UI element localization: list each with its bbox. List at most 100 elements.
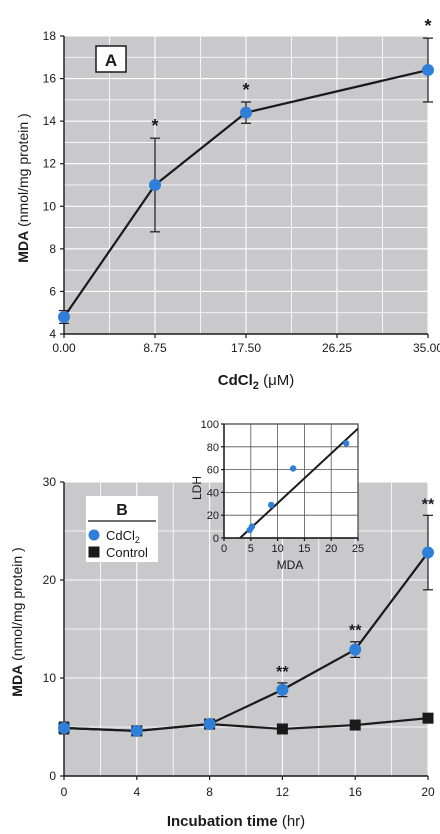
y-tick-label: 40 bbox=[207, 487, 219, 499]
x-tick-label: 0 bbox=[221, 543, 227, 555]
data-point-circle bbox=[422, 546, 434, 559]
x-tick-label: 0.00 bbox=[52, 341, 76, 355]
x-tick-label: 8 bbox=[206, 785, 213, 799]
scatter-marks bbox=[239, 427, 359, 539]
data-point-circle bbox=[422, 64, 434, 77]
y-tick-label: 0 bbox=[49, 769, 56, 783]
legend-entry-cdcl2-main: CdCl bbox=[106, 528, 135, 543]
significance-marker: ** bbox=[276, 664, 289, 681]
inset-y-axis-label: LDH bbox=[190, 476, 204, 500]
y-tick-label: 100 bbox=[201, 419, 219, 431]
series-line bbox=[63, 551, 429, 733]
x-axis-label-unit: (hr) bbox=[278, 813, 306, 830]
x-tick-label: 26.25 bbox=[322, 341, 352, 355]
series-line bbox=[63, 68, 429, 318]
x-tick-label: 12 bbox=[276, 785, 290, 799]
x-axis-label-main: CdCl bbox=[218, 372, 253, 389]
data-point-square bbox=[422, 712, 434, 724]
y-tick-label: 12 bbox=[43, 157, 57, 171]
legend: B CdCl2 Control bbox=[86, 496, 158, 562]
scatter-point bbox=[343, 440, 350, 447]
panel-label-box: A bbox=[95, 45, 127, 73]
legend-square-marker bbox=[88, 546, 100, 558]
y-tick-label: 0 bbox=[213, 533, 219, 545]
x-tick-label: 0 bbox=[61, 785, 68, 799]
legend-circle-marker bbox=[88, 529, 100, 541]
series-marks: ** ** ** bbox=[58, 496, 435, 737]
y-tick-label: 8 bbox=[49, 242, 56, 256]
y-tick-labels: 4 6 8 10 12 14 16 18 bbox=[43, 29, 57, 341]
y-tick-label: 60 bbox=[207, 465, 219, 477]
legend-entry-cdcl2: CdCl2 bbox=[106, 528, 140, 545]
x-tick-label: 17.50 bbox=[231, 341, 261, 355]
x-tick-label: 20 bbox=[325, 543, 337, 555]
x-axis-label: Incubation time (hr) bbox=[167, 813, 305, 830]
inset-x-axis-label: MDA bbox=[277, 558, 304, 572]
x-tick-label: 20 bbox=[421, 785, 435, 799]
data-point-square bbox=[349, 719, 361, 731]
data-point-circle bbox=[58, 310, 70, 323]
y-tick-label: 18 bbox=[43, 29, 57, 43]
y-axis-label-unit: (nmol/mg protein ) bbox=[9, 547, 25, 664]
y-tick-label: 80 bbox=[207, 442, 219, 454]
x-tick-labels: 0.00 8.75 17.50 26.25 35.00 bbox=[52, 341, 440, 355]
inset-chart: 0 20 40 60 80 100 0 5 10 15 20 25 LDH MDA bbox=[190, 419, 364, 572]
y-tick-label: 14 bbox=[43, 114, 57, 128]
data-point-circle bbox=[240, 106, 252, 119]
x-tick-label: 25 bbox=[352, 543, 364, 555]
y-tick-label: 20 bbox=[207, 510, 219, 522]
y-axis-label-main: MDA bbox=[15, 231, 31, 263]
y-tick-label: 6 bbox=[49, 284, 56, 298]
y-axis-label: MDA (nmol/mg protein ) bbox=[9, 547, 25, 696]
data-point-circle bbox=[349, 643, 362, 656]
scatter-point bbox=[267, 501, 275, 509]
y-tick-labels: 0 10 20 30 bbox=[43, 475, 57, 783]
y-axis-label-main: MDA bbox=[9, 665, 25, 697]
y-tick-label: 10 bbox=[43, 199, 57, 213]
y-axis-label: MDA (nmol/mg protein ) bbox=[15, 113, 31, 262]
x-axis-label-unit: (μM) bbox=[259, 372, 294, 389]
panel-label: B bbox=[116, 502, 128, 519]
x-axis-label-sub: 2 bbox=[253, 380, 259, 392]
data-point-circle bbox=[276, 683, 289, 696]
data-point-circle bbox=[203, 718, 216, 731]
y-tick-label: 10 bbox=[43, 671, 57, 685]
x-tick-label: 15 bbox=[298, 543, 310, 555]
y-tick-labels: 0 20 40 60 80 100 bbox=[201, 419, 219, 545]
series-marks: * * * bbox=[58, 16, 434, 324]
x-tick-label: 4 bbox=[133, 785, 140, 799]
data-point-circle bbox=[149, 179, 161, 191]
x-tick-label: 16 bbox=[349, 785, 363, 799]
y-tick-label: 4 bbox=[49, 327, 56, 341]
axes bbox=[60, 35, 429, 338]
legend-entry-control: Control bbox=[106, 545, 148, 560]
scatter-point bbox=[248, 523, 256, 530]
y-tick-label: 16 bbox=[43, 72, 57, 86]
significance-marker: ** bbox=[349, 623, 362, 640]
x-tick-label: 8.75 bbox=[143, 341, 167, 355]
data-point-square bbox=[276, 723, 288, 735]
fit-line bbox=[239, 427, 359, 539]
x-axis-label: CdCl2 (μM) bbox=[218, 372, 294, 392]
x-axis-label-main: Incubation time bbox=[167, 813, 278, 830]
significance-marker: ** bbox=[422, 496, 435, 513]
data-point-circle bbox=[58, 721, 70, 734]
x-tick-label: 35.00 bbox=[413, 341, 440, 355]
panel-label: A bbox=[105, 51, 117, 70]
significance-marker: * bbox=[242, 80, 249, 100]
significance-marker: * bbox=[151, 116, 158, 136]
y-tick-label: 20 bbox=[43, 573, 57, 587]
y-axis-label-unit: (nmol/mg protein ) bbox=[15, 113, 31, 230]
y-tick-label: 30 bbox=[43, 475, 57, 489]
axes bbox=[221, 423, 359, 541]
scatter-point bbox=[289, 465, 297, 472]
legend-entry-cdcl2-sub: 2 bbox=[135, 535, 140, 545]
plot-background bbox=[223, 423, 359, 539]
significance-marker: * bbox=[424, 16, 431, 36]
x-tick-labels: 0 5 10 15 20 25 bbox=[221, 543, 364, 555]
x-tick-label: 10 bbox=[271, 543, 283, 555]
x-tick-labels: 0 4 8 12 16 20 bbox=[61, 785, 435, 799]
